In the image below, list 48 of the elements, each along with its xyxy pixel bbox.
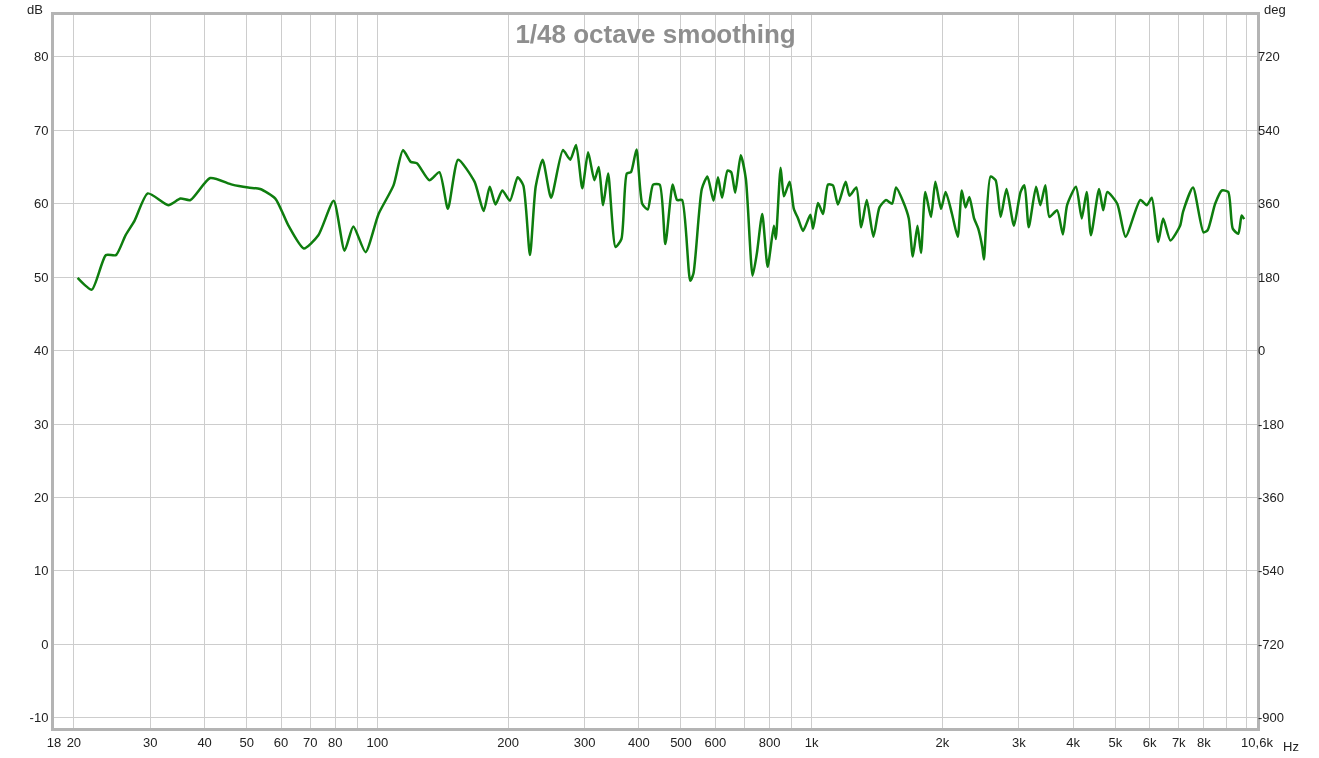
x-tick-label: 30 (143, 734, 158, 750)
y-tick-label: 60 (33, 196, 49, 212)
y2-tick-label: -360 (1258, 489, 1285, 505)
y2-tick-label: 360 (1258, 196, 1280, 212)
y2-axis-title: deg (1264, 2, 1286, 17)
y-tick-label: 50 (33, 269, 49, 285)
chart-title: 1/48 octave smoothing (515, 19, 796, 50)
x-tick-label: 50 (239, 734, 254, 750)
x-tick-label: 200 (497, 734, 520, 750)
y-tick-label: 70 (33, 122, 49, 138)
y2-tick-label: -540 (1258, 563, 1285, 579)
x-tick-label: 300 (573, 734, 596, 750)
x-tick-label: 4k (1066, 734, 1081, 750)
x-tick-label: 500 (670, 734, 692, 750)
x-tick-label: 20 (66, 734, 82, 750)
x-tick-label: 7k (1171, 734, 1187, 750)
x-tick-label: 10,6k (1241, 734, 1274, 750)
x-tick-label: 5k (1108, 734, 1123, 750)
y2-tick-label: -720 (1258, 636, 1285, 652)
x-tick-label: 100 (366, 734, 389, 750)
x-tick-label: 800 (758, 734, 781, 750)
y-tick-label: -10 (29, 710, 49, 726)
y-tick-label: 80 (33, 49, 49, 65)
x-tick-label: 6k (1142, 734, 1158, 750)
x-tick-label: 3k (1012, 734, 1027, 750)
y-tick-label: 30 (33, 416, 49, 432)
y-axis-title: dB (27, 2, 43, 17)
y-tick-label: 10 (33, 563, 49, 579)
y2-tick-label: 720 (1258, 49, 1280, 65)
x-tick-label: 8k (1197, 734, 1212, 750)
x-tick-label: 1k (804, 734, 820, 750)
y2-tick-label: 0 (1258, 343, 1266, 359)
x-tick-label: 18 (46, 734, 62, 750)
x-tick-label: 70 (302, 734, 318, 750)
y-tick-label: 40 (33, 343, 49, 359)
y2-tick-label: -180 (1258, 416, 1285, 432)
x-tick-label: 60 (273, 734, 289, 750)
y-tick-label: 0 (41, 636, 49, 652)
x-tick-label: 400 (628, 734, 650, 750)
x-tick-label: 40 (197, 734, 212, 750)
x-tick-label: 2k (935, 734, 950, 750)
y2-tick-label: -900 (1258, 710, 1285, 726)
y2-tick-label: 540 (1258, 122, 1280, 138)
x-axis-title: Hz (1283, 739, 1299, 754)
x-tick-label: 600 (704, 734, 727, 750)
y2-tick-label: 180 (1258, 269, 1280, 285)
x-tick-label: 80 (328, 734, 343, 750)
y-tick-label: 20 (33, 489, 49, 505)
